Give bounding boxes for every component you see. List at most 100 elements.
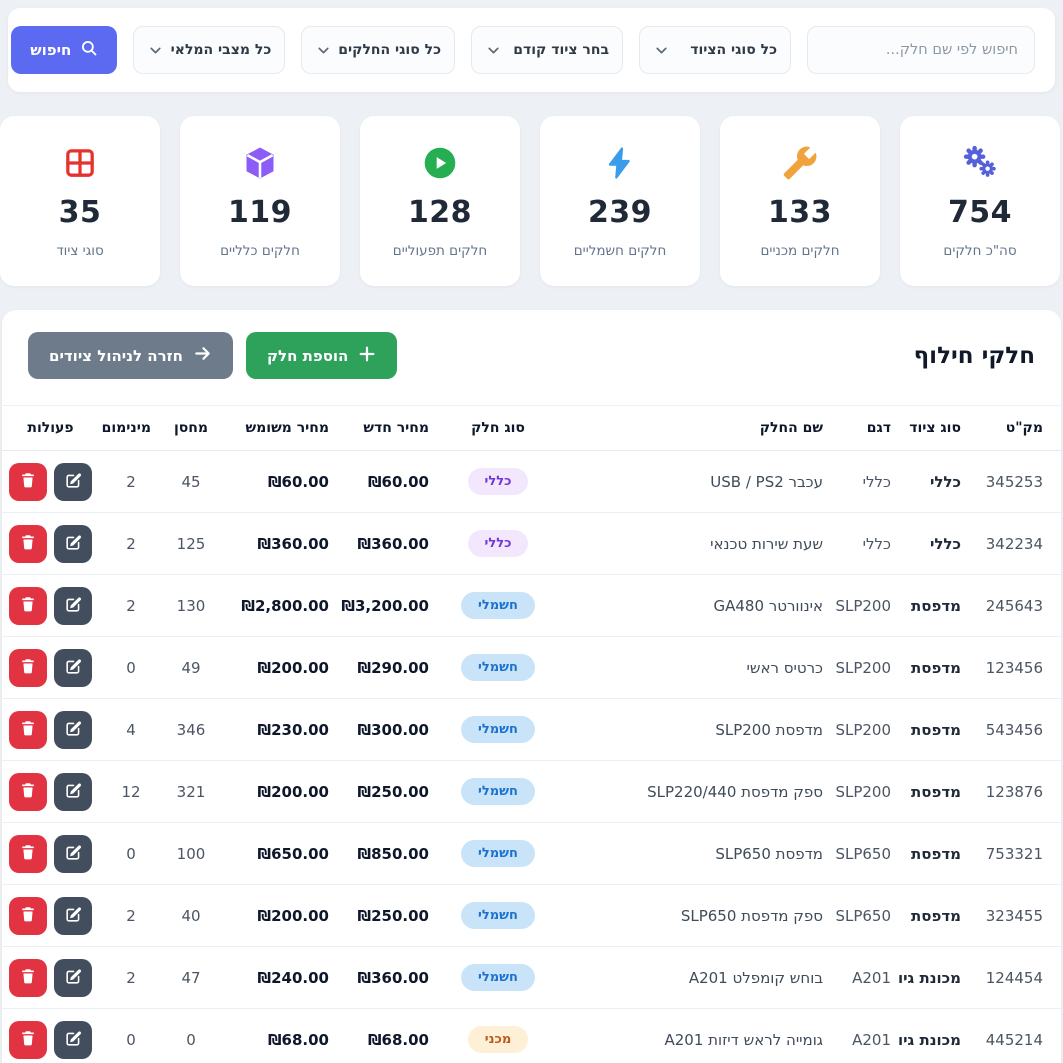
edit-part-button[interactable]: [54, 1020, 92, 1059]
edit-part-button[interactable]: [54, 958, 92, 997]
cell-min: 2: [103, 884, 159, 947]
cell-equip: מדפסת: [899, 698, 969, 761]
edit-part-button[interactable]: [54, 648, 92, 687]
cell-type: כללי: [437, 512, 559, 575]
stat-label: חלקים תפעוליים: [392, 242, 488, 259]
add-part-button-label: הוספת חלק: [266, 346, 349, 365]
edit-part-button[interactable]: [54, 834, 92, 873]
delete-part-button[interactable]: [9, 896, 47, 935]
delete-part-button[interactable]: [9, 648, 47, 687]
cell-type: חשמלי: [437, 574, 559, 637]
cell-stock: 100: [159, 822, 223, 885]
column-header-name: שם החלק: [559, 405, 831, 451]
column-header-type: סוג חלק: [437, 405, 559, 451]
new-price: ₪850.00: [357, 844, 429, 863]
part-type-badge: חשמלי: [461, 902, 535, 929]
stat-card-total-parts: 754 סה"כ חלקים: [900, 116, 1060, 286]
cell-stock: 40: [159, 884, 223, 947]
cell-actions: [0, 698, 103, 761]
new-price: ₪250.00: [357, 906, 429, 925]
filter-equipment-types[interactable]: כל סוגי הציוד: [639, 26, 791, 74]
edit-part-button[interactable]: [54, 896, 92, 935]
table-row: 123876 מדפסת SLP200 ספק מדפסת SLP220/440 חשמ…: [0, 760, 1061, 823]
stats-cards: 754 סה"כ חלקים 133 חלקים מכניים 239 חלקים ח…: [0, 116, 1060, 286]
delete-part-button[interactable]: [9, 710, 47, 749]
cell-type: חשמלי: [437, 884, 559, 947]
cell-equip: מדפסת: [899, 574, 969, 637]
cell-name: כרטיס ראשי: [559, 636, 831, 699]
stat-card-mechanical-parts: 133 חלקים מכניים: [720, 116, 880, 286]
used-price: ₪68.00: [267, 1030, 329, 1049]
delete-part-button[interactable]: [9, 462, 47, 501]
new-price: ₪360.00: [357, 534, 429, 553]
column-header-equip: סוג ציוד: [899, 405, 969, 451]
new-price: ₪68.00: [367, 1030, 429, 1049]
cell-stock: 45: [159, 450, 223, 513]
cell-sku: 123456: [969, 636, 1061, 699]
used-price: ₪200.00: [257, 906, 329, 925]
cell-stock: 125: [159, 512, 223, 575]
add-part-button[interactable]: הוספת חלק: [245, 332, 398, 379]
filter-part-types[interactable]: כל סוגי החלקים: [301, 26, 455, 74]
used-price: ₪60.00: [267, 472, 329, 491]
edit-icon: [64, 471, 83, 493]
edit-part-button[interactable]: [54, 524, 92, 563]
cell-used: ₪360.00: [223, 512, 337, 575]
back-to-equipment-button[interactable]: חזרה לניהול ציודים: [28, 332, 233, 379]
cell-actions: [0, 884, 103, 947]
search-input[interactable]: [807, 26, 1035, 74]
edit-part-button[interactable]: [54, 462, 92, 501]
cell-stock: 47: [159, 946, 223, 1009]
cell-stock: 346: [159, 698, 223, 761]
search-button-label: חיפוש: [30, 41, 72, 59]
page-title: חלקי חילוף: [913, 342, 1035, 369]
cell-sku: 124454: [969, 946, 1061, 1009]
cell-model: SLP200: [831, 574, 899, 637]
cell-min: 2: [103, 450, 159, 513]
cube-icon: [242, 144, 278, 182]
delete-part-button[interactable]: [9, 586, 47, 625]
cell-new: ₪360.00: [337, 946, 437, 1009]
delete-part-button[interactable]: [9, 772, 47, 811]
cell-new: ₪250.00: [337, 760, 437, 823]
new-price: ₪360.00: [357, 968, 429, 987]
table-row: 342234 כללי כללי שעת שירות טכנאי כללי ₪360.00…: [0, 512, 1061, 575]
cell-min: 0: [103, 1008, 159, 1063]
delete-part-button[interactable]: [9, 524, 47, 563]
cell-new: ₪360.00: [337, 512, 437, 575]
panel-header: חלקי חילוף הוספת חלק חזרה לניהול ציודים: [2, 332, 1061, 405]
stat-card-general-parts: 119 חלקים כלליים: [180, 116, 340, 286]
edit-part-button[interactable]: [54, 586, 92, 625]
parts-table: מק"ט סוג ציוד דגם שם החלק סוג חלק מחיר חדש מחי…: [0, 405, 1061, 1063]
edit-part-button[interactable]: [54, 710, 92, 749]
cell-stock: 321: [159, 760, 223, 823]
stat-value: 754: [947, 194, 1013, 230]
cell-sku: 323455: [969, 884, 1061, 947]
filter-stock-status[interactable]: כל מצבי המלאי: [133, 26, 286, 74]
search-button[interactable]: חיפוש: [11, 26, 118, 74]
delete-part-button[interactable]: [9, 834, 47, 873]
cell-actions: [0, 450, 103, 513]
part-type-badge: חשמלי: [461, 654, 535, 681]
edit-part-button[interactable]: [54, 772, 92, 811]
edit-icon: [64, 533, 83, 555]
cell-new: ₪3,200.00: [337, 574, 437, 637]
delete-part-button[interactable]: [9, 1020, 47, 1059]
used-price: ₪200.00: [257, 658, 329, 677]
delete-part-button[interactable]: [9, 958, 47, 997]
used-price: ₪230.00: [257, 720, 329, 739]
stat-value: 35: [58, 194, 102, 230]
table-row: 753321 מדפסת SLP650 מדפסת SLP650 חשמלי ₪850.0…: [0, 822, 1061, 885]
filter-previous-equipment[interactable]: בחר ציוד קודם: [471, 26, 623, 74]
table-row: 543456 מדפסת SLP200 מדפסת SLP200 חשמלי ₪300.0…: [0, 698, 1061, 761]
new-price: ₪290.00: [357, 658, 429, 677]
cell-actions: [0, 822, 103, 885]
cell-min: 2: [103, 512, 159, 575]
cell-model: A201: [831, 1008, 899, 1063]
stat-card-electrical-parts: 239 חלקים חשמליים: [540, 116, 700, 286]
cell-name: אינוורטר GA480: [559, 574, 831, 637]
edit-icon: [64, 905, 83, 927]
cell-equip: מדפסת: [899, 760, 969, 823]
stat-value: 239: [587, 194, 653, 230]
